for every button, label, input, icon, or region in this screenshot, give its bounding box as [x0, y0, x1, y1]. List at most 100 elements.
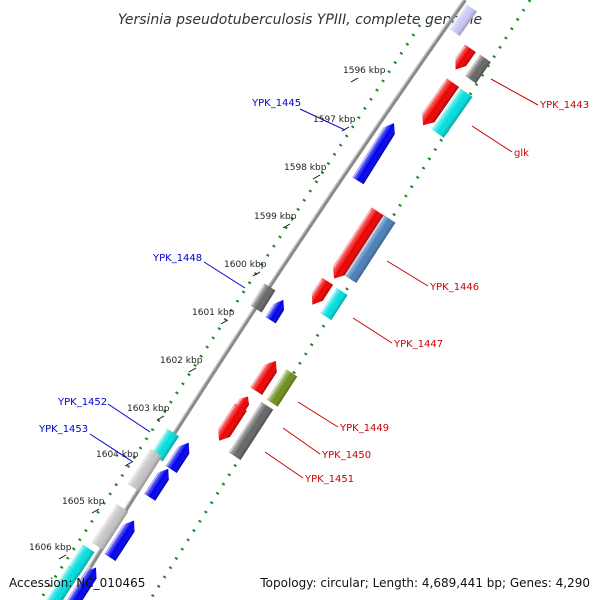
gene-highlight [466, 56, 481, 77]
gene-highlight [353, 121, 389, 178]
gene-label-ypk-1443[interactable]: YPK_1443 [539, 100, 589, 111]
leader-glk [471, 125, 513, 153]
ruler-labels: 1596 kbp 1597 kbp 1598 kbp 1599 kbp 1600… [29, 66, 386, 553]
gene-label-glk[interactable]: glk [514, 148, 529, 159]
gene-highlight [345, 216, 384, 276]
gene-highlight [229, 403, 262, 453]
gene-shade [250, 283, 276, 313]
ruler-tick [282, 223, 291, 229]
gene-ypk-1443-c [417, 78, 460, 126]
gene-label-ypk-1453[interactable]: YPK_1453 [38, 424, 88, 435]
gene-highlight [251, 358, 271, 388]
gene-highlight [68, 546, 84, 568]
leader-ypk-1443 [490, 78, 539, 106]
gene-highlight [266, 298, 279, 317]
gene-highlight [92, 505, 117, 543]
gene-ypk-1452-b [165, 440, 190, 473]
ruler-tick [350, 77, 359, 83]
gene-highlight [267, 371, 287, 400]
ruler-tick [124, 461, 133, 467]
gene-ypk-1445 [352, 121, 395, 185]
gene-shade [431, 88, 473, 138]
gene-ypk-1447-a [307, 277, 334, 305]
gene-shade [320, 287, 348, 321]
gene-ypk-1452 [150, 428, 180, 462]
gene-highlight [321, 289, 337, 314]
gene-highlight [251, 285, 265, 306]
leader-ypk-1448 [203, 261, 246, 289]
ruler-tick [188, 367, 197, 373]
gene-glk [431, 88, 473, 138]
gene-label-ypk-1448[interactable]: YPK_1448 [152, 253, 202, 264]
gene-shade [144, 468, 169, 501]
gene-label-ypk-1447[interactable]: YPK_1447 [393, 339, 443, 350]
gene-shade [91, 503, 129, 551]
gene-shade [344, 214, 396, 284]
gene-highlight [46, 567, 69, 600]
gene-labels-reverse: YPK_1443 glk YPK_1446 YPK_1447 YPK_1449 … [304, 100, 589, 485]
gene-shade [449, 3, 477, 37]
gene-shade [150, 428, 180, 462]
gene-block-1606-c [66, 565, 97, 600]
gene-labels-forward: YPK_1445 YPK_1448 YPK_1452 YPK_1453 [38, 98, 301, 435]
gene-block-1606 [67, 544, 95, 576]
gene-block-1605-b [104, 518, 135, 561]
gene-ypk-1443-b [465, 54, 491, 84]
gene-shade [67, 544, 95, 576]
gene-shade [465, 54, 491, 84]
gene-features [45, 3, 491, 600]
gene-ypk-1453 [127, 448, 163, 492]
ruler-label: 1599 kbp [254, 212, 297, 222]
ruler-tick [58, 554, 67, 560]
gene-shade [66, 567, 97, 600]
gene-ypk-1450 [214, 403, 247, 441]
gene-highlight [128, 450, 151, 484]
gene-ypk-1448-b [265, 298, 284, 324]
topology-text: Topology: circular; Length: 4,689,441 bp… [260, 576, 590, 590]
gene-shade [455, 44, 476, 70]
gene-ypk-1443 [451, 44, 476, 70]
leader-ypk-1450 [282, 427, 321, 455]
gene-highlight [105, 518, 129, 554]
leader-ypk-1452 [107, 403, 151, 433]
gene-highlight [449, 5, 467, 29]
gene-shade [266, 369, 298, 407]
gene-shade [127, 448, 163, 492]
gene-shade [218, 403, 247, 441]
gene-label-ypk-1450[interactable]: YPK_1450 [321, 450, 371, 461]
gene-ypk-1446 [344, 214, 396, 284]
gene-ypk-1447 [320, 287, 348, 321]
gene-highlight [307, 279, 323, 302]
gene-label-ypk-1452[interactable]: YPK_1452 [57, 397, 107, 408]
ruler-tick [252, 271, 261, 277]
gene-ypk-1453-b [144, 467, 169, 501]
gene-label-ypk-1449[interactable]: YPK_1449 [339, 423, 389, 434]
ruler-ticks [58, 77, 359, 560]
leader-ypk-1451 [264, 451, 304, 479]
gene-block-1605 [91, 503, 129, 551]
gene-highlight [214, 405, 236, 437]
ruler-tick [312, 174, 321, 180]
ruler-label: 1596 kbp [343, 66, 386, 76]
leader-ypk-1446 [386, 260, 429, 287]
gene-shade [352, 123, 395, 185]
gene-label-ypk-1446[interactable]: YPK_1446 [429, 282, 479, 293]
gene-highlight [432, 90, 461, 130]
gene-shade [104, 520, 135, 561]
gene-shade [265, 299, 284, 324]
gene-shade [250, 360, 277, 395]
ruler-label: 1606 kbp [29, 543, 72, 553]
gene-label-ypk-1445[interactable]: YPK_1445 [251, 98, 301, 109]
accession-text: Accession: NC_010465 [9, 576, 146, 590]
gene-shade [311, 277, 334, 305]
gene-highlight [328, 209, 372, 275]
gene-shade [45, 565, 81, 600]
gene-highlight [166, 440, 184, 466]
ruler-label: 1605 kbp [62, 497, 105, 507]
gene-label-ypk-1451[interactable]: YPK_1451 [304, 474, 354, 485]
gene-shade [332, 207, 385, 279]
ruler-label: 1603 kbp [127, 404, 170, 414]
leader-ypk-1449 [297, 401, 339, 428]
ruler-label: 1604 kbp [96, 450, 139, 460]
